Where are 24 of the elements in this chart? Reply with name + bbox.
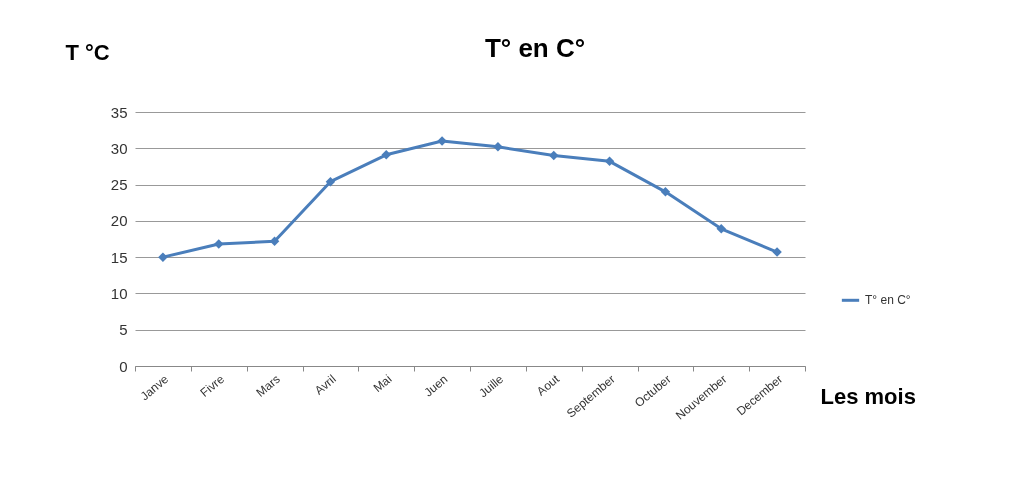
point [604, 156, 615, 167]
y-axis-title: T °C [65, 39, 110, 65]
y-tick-label: 25 [110, 176, 128, 194]
point [381, 150, 391, 160]
point [214, 239, 224, 249]
chart-title: T° en C° [484, 33, 586, 63]
y-tick-label: 0 [119, 357, 128, 375]
point [493, 142, 503, 152]
point [549, 150, 559, 161]
point [325, 176, 336, 187]
y-tick-label: 20 [110, 212, 128, 230]
x-tick-label: Fivre [197, 371, 228, 400]
x-tick-label: Juille [476, 371, 507, 401]
x-tick-label: Juen [421, 371, 451, 400]
x-axis-title: Les mois [820, 383, 916, 409]
y-tick-label: 10 [110, 284, 128, 302]
y-tick-label: 30 [110, 139, 128, 157]
point [660, 187, 671, 197]
y-tick-label: 35 [110, 103, 128, 121]
x-tick-label: Mai [370, 371, 395, 396]
y-tick-label: 15 [110, 248, 128, 266]
y-tick-label: 5 [119, 321, 128, 339]
legend-label: T° en C° [865, 293, 911, 308]
point [716, 224, 726, 234]
